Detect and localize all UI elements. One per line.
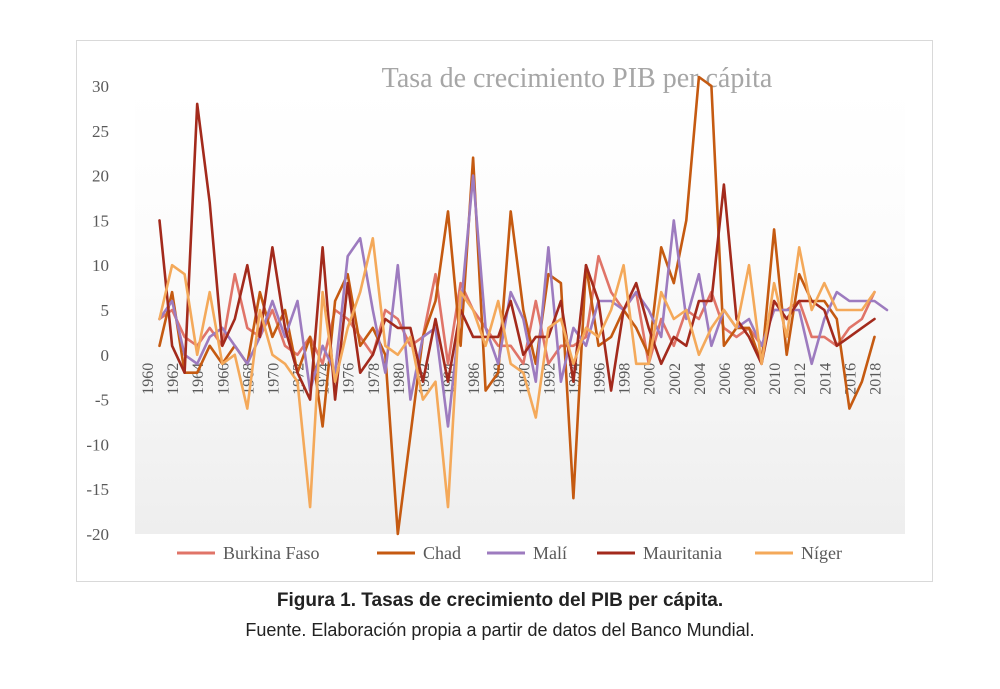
y-tick-label: 15 bbox=[92, 211, 109, 230]
legend: Burkina Faso Chad Malí Mauritania Níger bbox=[177, 543, 842, 563]
y-tick-label: 0 bbox=[101, 346, 110, 365]
line-chart: Tasa de crecimiento PIB per cápita 30 25 2… bbox=[86, 63, 905, 563]
chart-frame: Tasa de crecimiento PIB per cápita 30 25 2… bbox=[76, 40, 933, 582]
x-tick-label: 1962 bbox=[165, 363, 182, 395]
y-tick-label: 10 bbox=[92, 256, 109, 275]
series-line-mauritania bbox=[158, 102, 876, 401]
x-tick-label: 2014 bbox=[817, 363, 834, 395]
x-tick-label: 1964 bbox=[190, 363, 207, 395]
x-tick-label: 2018 bbox=[867, 363, 884, 395]
x-tick-label: 1996 bbox=[592, 363, 609, 395]
legend-label: Mauritania bbox=[643, 543, 722, 563]
legend-label: Burkina Faso bbox=[223, 543, 320, 563]
y-axis: 30 25 20 15 10 5 0 -5 -10 -15 -20 bbox=[86, 77, 109, 544]
y-tick-label: 20 bbox=[92, 167, 109, 186]
series-line-burkina-faso bbox=[158, 254, 876, 366]
series-line-n-ger bbox=[158, 237, 876, 509]
series-group bbox=[158, 75, 889, 536]
x-tick-label: 1970 bbox=[265, 363, 282, 395]
y-tick-label: 30 bbox=[92, 77, 109, 96]
x-tick-label: 1980 bbox=[391, 363, 408, 395]
x-tick-label: 1966 bbox=[215, 363, 232, 395]
x-tick-label: 1976 bbox=[341, 363, 358, 395]
x-tick-label: 2010 bbox=[767, 363, 784, 395]
x-tick-label: 1978 bbox=[366, 363, 383, 395]
y-tick-label: -15 bbox=[86, 480, 109, 499]
x-tick-label: 1960 bbox=[140, 363, 157, 395]
y-tick-label: 5 bbox=[101, 301, 110, 320]
y-tick-label: 25 bbox=[92, 122, 109, 141]
series-line-chad bbox=[158, 75, 876, 536]
figure-caption-source: Fuente. Elaboración propia a partir de d… bbox=[245, 620, 755, 640]
x-tick-label: 2000 bbox=[642, 363, 659, 395]
y-tick-label: -5 bbox=[95, 391, 109, 410]
x-tick-label: 1992 bbox=[541, 363, 558, 395]
legend-label: Malí bbox=[533, 543, 567, 563]
x-tick-label: 2012 bbox=[792, 363, 809, 395]
y-tick-label: -20 bbox=[86, 525, 109, 544]
x-tick-label: 2006 bbox=[717, 363, 734, 395]
chart-title: Tasa de crecimiento PIB per cápita bbox=[382, 63, 773, 94]
y-tick-label: -10 bbox=[86, 435, 109, 454]
legend-label: Chad bbox=[423, 543, 461, 563]
x-tick-label: 2002 bbox=[667, 363, 684, 395]
legend-label: Níger bbox=[801, 543, 842, 563]
x-tick-label: 1998 bbox=[617, 363, 634, 395]
x-tick-label: 1988 bbox=[491, 363, 508, 395]
figure-caption-title: Figura 1. Tasas de crecimiento del PIB p… bbox=[276, 590, 724, 611]
x-tick-label: 2008 bbox=[742, 363, 759, 395]
x-tick-label: 1986 bbox=[466, 363, 483, 395]
x-tick-label: 2004 bbox=[692, 363, 709, 395]
